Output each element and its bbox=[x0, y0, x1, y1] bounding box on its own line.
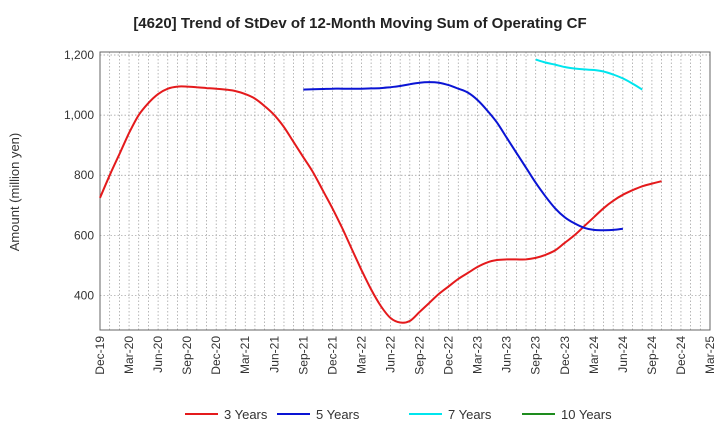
x-tick-label: Sep-21 bbox=[296, 336, 310, 375]
y-tick-label: 1,200 bbox=[64, 48, 94, 62]
chart-title: [4620] Trend of StDev of 12-Month Moving… bbox=[133, 15, 586, 32]
series-lines bbox=[99, 58, 662, 324]
x-tick-label: Jun-20 bbox=[151, 336, 165, 373]
y-tick-label: 1,000 bbox=[64, 108, 94, 122]
x-tick-label: Mar-25 bbox=[703, 336, 717, 374]
x-tick-label: Jun-21 bbox=[267, 336, 281, 373]
y-tick-label: 400 bbox=[74, 288, 94, 302]
y-tick-label: 800 bbox=[74, 168, 94, 182]
x-tick-label: Dec-23 bbox=[558, 336, 572, 375]
x-tick-label: Dec-22 bbox=[442, 336, 456, 375]
x-tick-label: Sep-24 bbox=[645, 336, 659, 375]
x-tick-label: Sep-22 bbox=[413, 336, 427, 375]
x-tick-label: Sep-20 bbox=[180, 336, 194, 375]
x-tick-label: Sep-23 bbox=[529, 336, 543, 375]
series-line-7-years bbox=[535, 58, 643, 91]
x-tick-label: Dec-19 bbox=[93, 336, 107, 375]
x-tick-label: Jun-23 bbox=[500, 336, 514, 373]
plot-frame bbox=[99, 51, 711, 331]
legend-label: 3 Years bbox=[224, 407, 268, 422]
x-tick-label: Jun-24 bbox=[616, 336, 630, 373]
x-ticks: Dec-19 Mar-20 Jun-20 Sep-20 Dec-20 Mar-21 Jun-… bbox=[93, 336, 717, 375]
legend: 3 Years 5 Years 7 Years 10 Years bbox=[185, 407, 612, 422]
legend-label: 10 Years bbox=[561, 407, 612, 422]
x-tick-label: Mar-20 bbox=[122, 336, 136, 374]
x-tick-label: Jun-22 bbox=[383, 336, 397, 373]
x-tick-label: Mar-23 bbox=[471, 336, 485, 374]
x-tick-label: Mar-22 bbox=[354, 336, 368, 374]
legend-label: 7 Years bbox=[448, 407, 492, 422]
y-tick-label: 600 bbox=[74, 228, 94, 242]
x-tick-label: Mar-24 bbox=[587, 336, 601, 374]
x-tick-label: Dec-20 bbox=[209, 336, 223, 375]
x-tick-label: Dec-21 bbox=[325, 336, 339, 375]
series-line-5-years bbox=[303, 81, 624, 232]
x-tick-label: Mar-21 bbox=[238, 336, 252, 374]
grid bbox=[100, 52, 710, 330]
series-line-3-years bbox=[99, 85, 662, 324]
x-tick-label: Dec-24 bbox=[674, 336, 688, 375]
legend-label: 5 Years bbox=[316, 407, 360, 422]
y-axis-label: Amount (million yen) bbox=[7, 133, 22, 252]
y-ticks: 400 600 800 1,000 1,200 bbox=[64, 48, 94, 302]
